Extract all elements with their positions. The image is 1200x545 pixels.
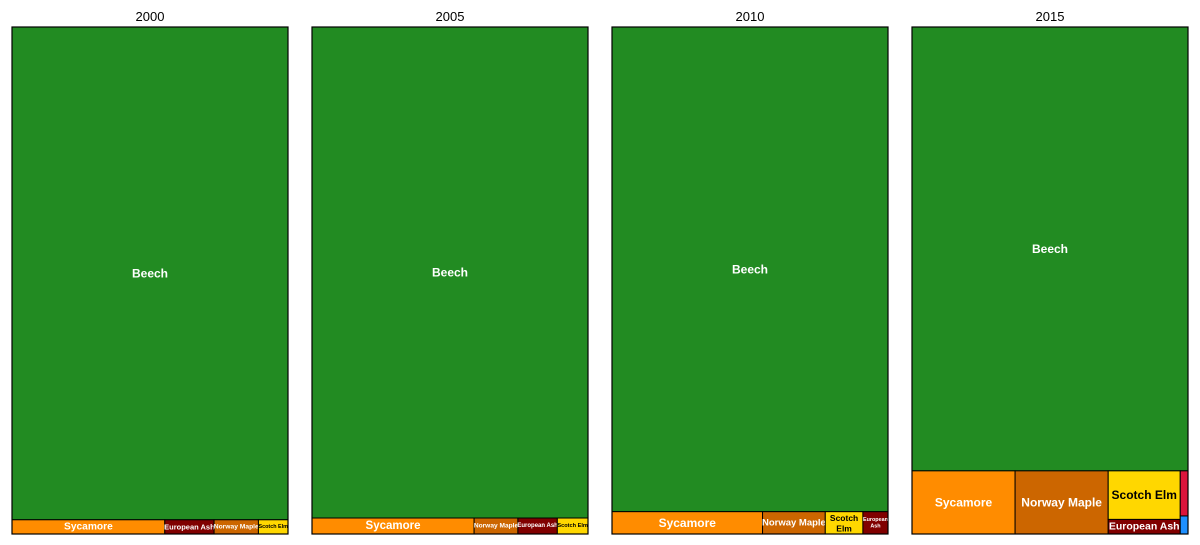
panel-title-2005: 2005	[436, 9, 465, 24]
tile-2000-sycamore-label: Sycamore	[64, 521, 113, 532]
tile-2000-norway-maple-label: Norway Maple	[214, 523, 259, 530]
treemap-panel-2010: 2010 Beech Sycamore Norway Maple Scotch Elm Eu…	[611, 9, 889, 535]
tile-2000-european-ash-label: European Ash	[164, 522, 215, 531]
tile-2015-beech-label: Beech	[1032, 242, 1068, 256]
tile-2000-beech-label: Beech	[132, 266, 168, 280]
tile-2005-sycamore-label: Sycamore	[366, 520, 421, 532]
tile-2015-beech	[911, 26, 1189, 472]
tile-2015-other-blue	[1179, 515, 1189, 535]
panel-title-2000: 2000	[136, 9, 165, 24]
treemap-panel-2005: 2005 Beech Sycamore Norway Maple European As…	[311, 9, 589, 535]
tile-2015-norway-maple	[1014, 470, 1109, 535]
tile-2005-beech	[311, 26, 589, 519]
tile-2010-sycamore-label: Sycamore	[659, 516, 717, 530]
tile-2010-norway-maple-label: Norway Maple	[762, 517, 826, 528]
treemap-panel-2015: 2015 Beech Sycamore Norway Maple Scotch Elm E…	[911, 9, 1189, 535]
tile-2010-scotch-elm-label: Scotch Elm	[830, 513, 858, 533]
tile-2010-european-ash-label: European Ash	[863, 517, 888, 529]
tile-2005-european-ash-label: European Ash	[517, 523, 558, 529]
tile-2015-sycamore	[911, 470, 1016, 535]
panel-frame-2000	[11, 26, 289, 535]
tile-2015-sycamore-label: Sycamore	[935, 495, 993, 509]
tile-2015-scotch-elm	[1107, 470, 1181, 520]
tile-2005-norway-maple-label: Norway Maple	[474, 523, 519, 530]
tile-2000-beech	[11, 26, 289, 521]
tile-2010-beech-label: Beech	[732, 262, 768, 276]
treemap-panel-2000: 2000 Beech Sycamore European Ash Norway Mapl…	[11, 9, 289, 535]
panel-frame-2015	[911, 26, 1189, 535]
tile-2000-scotch-elm-label: Scotch Elm	[259, 524, 289, 530]
tile-2005-beech-label: Beech	[432, 266, 468, 280]
panel-frame-2005	[311, 26, 589, 535]
panel-title-2010: 2010	[736, 9, 765, 24]
panel-title-2015: 2015	[1036, 9, 1065, 24]
tile-2015-other-red	[1179, 470, 1189, 517]
tile-2015-norway-maple-label: Norway Maple	[1021, 495, 1102, 509]
panel-frame-2010	[611, 26, 889, 535]
tile-2015-european-ash-label: European Ash	[1109, 521, 1180, 533]
tile-2015-scotch-elm-label: Scotch Elm	[1112, 488, 1177, 502]
tile-2005-scotch-elm-label: Scotch Elm	[557, 523, 587, 529]
